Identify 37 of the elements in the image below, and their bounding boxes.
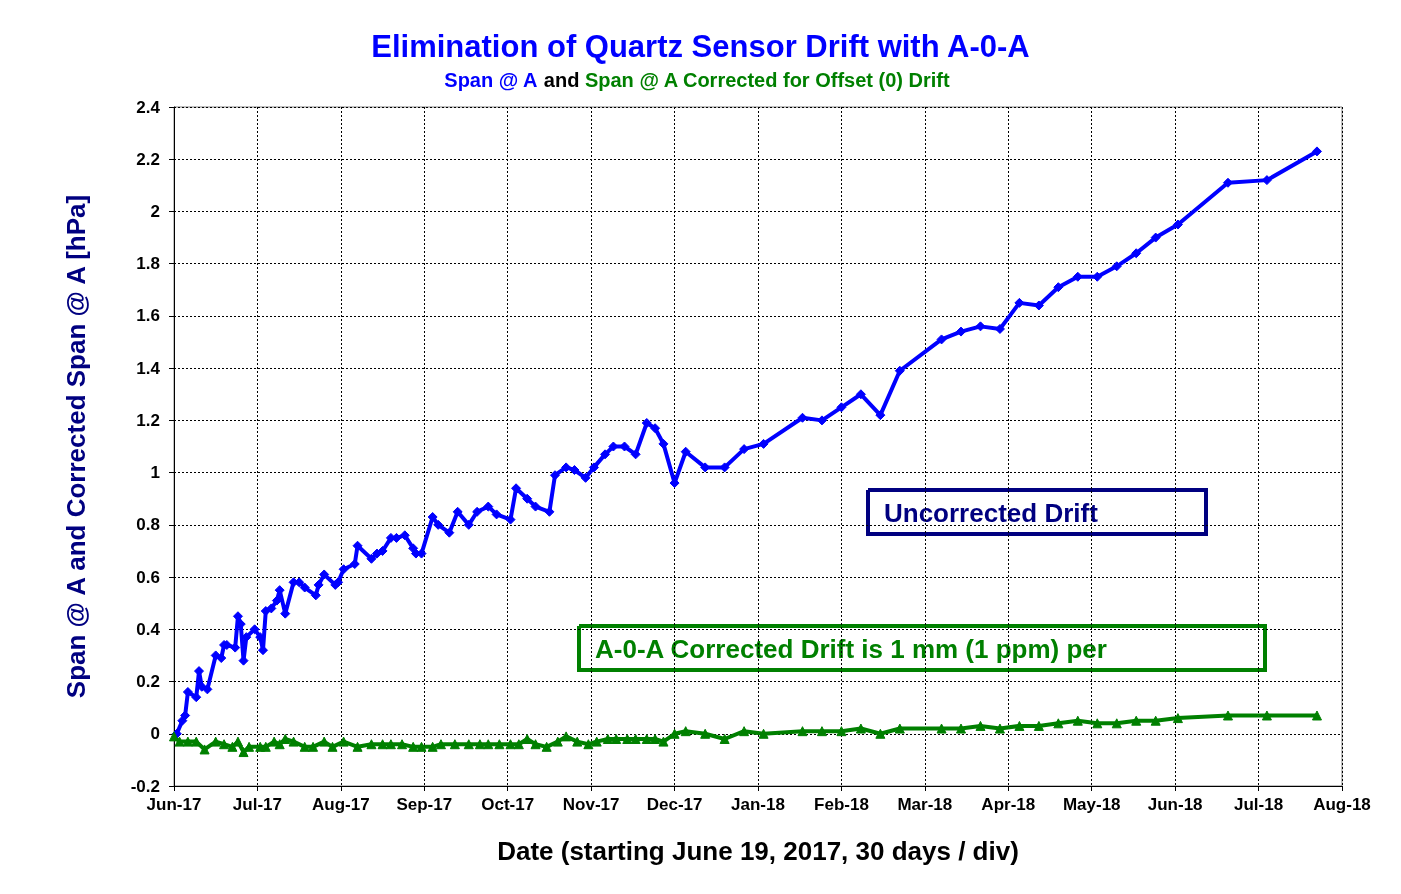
chart-subtitle: and xyxy=(543,69,580,91)
y-tick-label: 1.8 xyxy=(136,254,160,274)
text: Span @ A xyxy=(444,69,538,91)
x-tick-label: Mar-18 xyxy=(897,795,953,814)
x-tick-label: Oct-17 xyxy=(481,795,535,814)
x-tick-label: Aug-17 xyxy=(312,795,370,814)
y-tick-label: 0.8 xyxy=(136,515,160,535)
y-axis-title: Span @ A and Corrected Span @ A [hPa] xyxy=(61,194,91,699)
y-tick-label: 2.2 xyxy=(136,149,160,169)
y-tick-label: 1 xyxy=(150,463,160,483)
x-tick-label: Jul-17 xyxy=(232,795,282,814)
y-tick-label: 0.6 xyxy=(136,567,160,587)
y-tick-label: 0.2 xyxy=(136,672,160,692)
y-tick-label: 0.4 xyxy=(136,619,161,639)
x-tick-label: Dec-17 xyxy=(646,795,703,814)
x-axis-title: Date (starting June 19, 2017, 30 days / div) xyxy=(497,836,1019,866)
x-tick-label: Jun-17 xyxy=(146,795,202,814)
y-tick-label: 2.4 xyxy=(136,97,161,117)
y-tick-label: 0 xyxy=(150,724,160,744)
y-tick-label: -0.2 xyxy=(130,776,160,796)
y-tick-label: 1.4 xyxy=(136,358,161,378)
x-tick-label: May-18 xyxy=(1062,795,1121,814)
x-tick-label: Sep-17 xyxy=(396,795,453,814)
x-tick-label: Feb-18 xyxy=(814,795,869,814)
x-tick-label: Jan-18 xyxy=(731,795,785,814)
y-tick-label: 2 xyxy=(150,201,160,221)
x-tick-label: Nov-17 xyxy=(562,795,620,814)
x-tick-label: Jun-18 xyxy=(1147,795,1203,814)
y-tick-label: 1.2 xyxy=(136,410,160,430)
chart-title: Elimination of Quartz Sensor Drift with A-0-A xyxy=(371,29,1030,64)
annotation: Uncorrected Drift xyxy=(884,498,1099,528)
x-tick-label: Apr-18 xyxy=(981,795,1036,814)
x-tick-label: Aug-18 xyxy=(1313,795,1371,814)
x-tick-label: Jul-18 xyxy=(1234,795,1284,814)
annotation: A-0-A Corrected Drift is 1 mm (1 ppm) per xyxy=(595,634,1107,664)
text: Span @ A Corrected for Offset (0) Drift xyxy=(584,69,950,91)
y-tick-label: 1.6 xyxy=(136,306,160,326)
